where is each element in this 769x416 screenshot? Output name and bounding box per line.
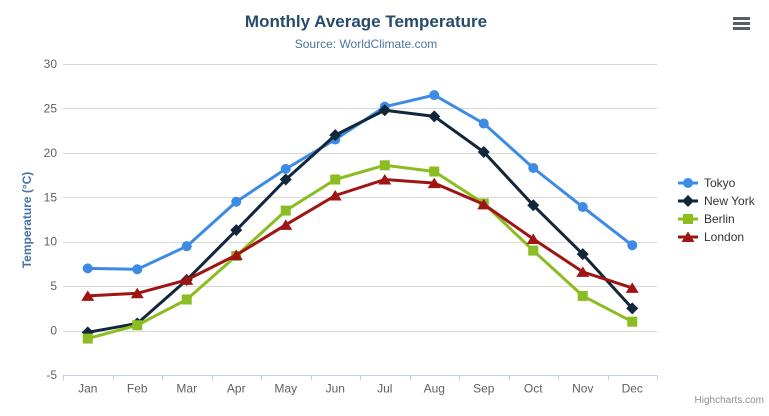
data-point-berlin[interactable] <box>82 333 93 344</box>
hamburger-menu-icon <box>733 17 750 20</box>
data-point-berlin[interactable] <box>181 294 192 305</box>
x-axis-label: Aug <box>424 382 445 396</box>
y-axis-label: 20 <box>44 146 58 160</box>
data-point-london[interactable] <box>180 274 194 285</box>
data-point-london[interactable] <box>229 249 243 261</box>
data-point-tokyo[interactable] <box>181 241 192 252</box>
data-point-london[interactable] <box>477 198 491 210</box>
legend-label: New York <box>704 194 755 208</box>
london-legend-marker-icon <box>678 231 698 243</box>
data-point-berlin[interactable] <box>429 166 440 177</box>
x-axis-label: Sep <box>473 382 495 396</box>
x-axis-label: Jan <box>78 382 97 396</box>
data-point-berlin[interactable] <box>132 320 143 331</box>
series-line-new-york[interactable] <box>86 108 634 334</box>
legend-symbol[interactable] <box>682 195 694 207</box>
data-point-london[interactable] <box>576 266 590 277</box>
y-axis-label: 5 <box>50 279 57 293</box>
data-point-berlin[interactable] <box>577 290 588 301</box>
x-axis-label: Oct <box>524 382 543 396</box>
data-point-tokyo[interactable] <box>627 240 638 251</box>
y-axis-label: 25 <box>44 101 58 115</box>
chart-title: Monthly Average Temperature <box>244 12 488 31</box>
legend-item-london[interactable]: London <box>676 228 755 246</box>
x-axis-label: Dec <box>622 382 643 396</box>
legend-label: Berlin <box>704 212 735 226</box>
data-point-berlin[interactable] <box>330 174 341 185</box>
data-point-berlin[interactable] <box>528 245 539 256</box>
data-point-new-york[interactable] <box>576 248 589 261</box>
data-point-london[interactable] <box>130 287 144 299</box>
legend: Tokyo New York Berlin London <box>676 174 755 246</box>
x-axis-label: Feb <box>127 382 148 396</box>
data-point-london[interactable] <box>328 190 342 201</box>
x-axis-label: Nov <box>572 382 593 396</box>
data-point-tokyo[interactable] <box>478 118 489 129</box>
data-point-new-york[interactable] <box>626 302 639 315</box>
series-line-london[interactable] <box>86 178 634 298</box>
data-point-london[interactable] <box>625 282 639 293</box>
data-point-new-york[interactable] <box>428 110 441 123</box>
data-point-new-york[interactable] <box>527 199 540 212</box>
legend-item-tokyo[interactable]: Tokyo <box>676 174 755 192</box>
data-point-tokyo[interactable] <box>577 202 588 213</box>
series-line-berlin[interactable] <box>86 163 634 341</box>
export-menu-button[interactable] <box>733 17 750 30</box>
data-point-tokyo[interactable] <box>231 196 242 207</box>
legend-item-berlin[interactable]: Berlin <box>676 210 755 228</box>
legend-item-new-york[interactable]: New York <box>676 192 755 210</box>
legend-label: London <box>704 230 745 244</box>
data-point-tokyo[interactable] <box>132 264 143 275</box>
y-axis-label: 15 <box>44 190 58 204</box>
data-point-new-york[interactable] <box>230 224 243 237</box>
data-point-tokyo[interactable] <box>528 162 539 173</box>
data-point-berlin[interactable] <box>627 316 638 327</box>
data-point-new-york[interactable] <box>329 129 342 142</box>
y-axis-label: 0 <box>50 324 57 338</box>
x-axis-label: May <box>274 382 297 396</box>
data-point-berlin[interactable] <box>379 160 390 171</box>
chart-subtitle: Source: WorldClimate.com <box>294 37 438 51</box>
data-point-new-york[interactable] <box>378 104 391 117</box>
data-point-tokyo[interactable] <box>280 163 291 174</box>
data-point-tokyo[interactable] <box>82 263 93 274</box>
x-axis-label: Jun <box>326 382 345 396</box>
data-point-london[interactable] <box>81 290 95 301</box>
data-point-berlin[interactable] <box>280 205 291 216</box>
y-axis-label: 30 <box>44 57 58 71</box>
new-york-legend-marker-icon <box>678 195 698 207</box>
data-point-london[interactable] <box>378 174 392 185</box>
x-axis-label: Apr <box>227 382 246 396</box>
x-axis-label: Mar <box>176 382 197 396</box>
y-axis-label: -5 <box>46 368 57 382</box>
data-point-new-york[interactable] <box>279 173 292 186</box>
berlin-legend-marker-icon <box>678 214 698 224</box>
y-axis-label: 10 <box>44 235 58 249</box>
data-point-london[interactable] <box>279 219 293 230</box>
hamburger-menu-icon <box>733 22 750 25</box>
tokyo-legend-marker-icon <box>678 178 698 188</box>
data-point-tokyo[interactable] <box>429 90 440 101</box>
data-point-london[interactable] <box>427 177 441 189</box>
data-point-new-york[interactable] <box>477 145 490 158</box>
legend-label: Tokyo <box>704 176 736 190</box>
x-axis-label: Jul <box>377 382 392 396</box>
credits-link[interactable]: Highcharts.com <box>694 395 764 406</box>
data-point-london[interactable] <box>526 233 540 245</box>
legend-symbol[interactable] <box>683 214 693 224</box>
legend-symbol[interactable] <box>683 178 693 188</box>
legend-symbol[interactable] <box>681 231 695 243</box>
hamburger-menu-icon <box>733 27 750 30</box>
